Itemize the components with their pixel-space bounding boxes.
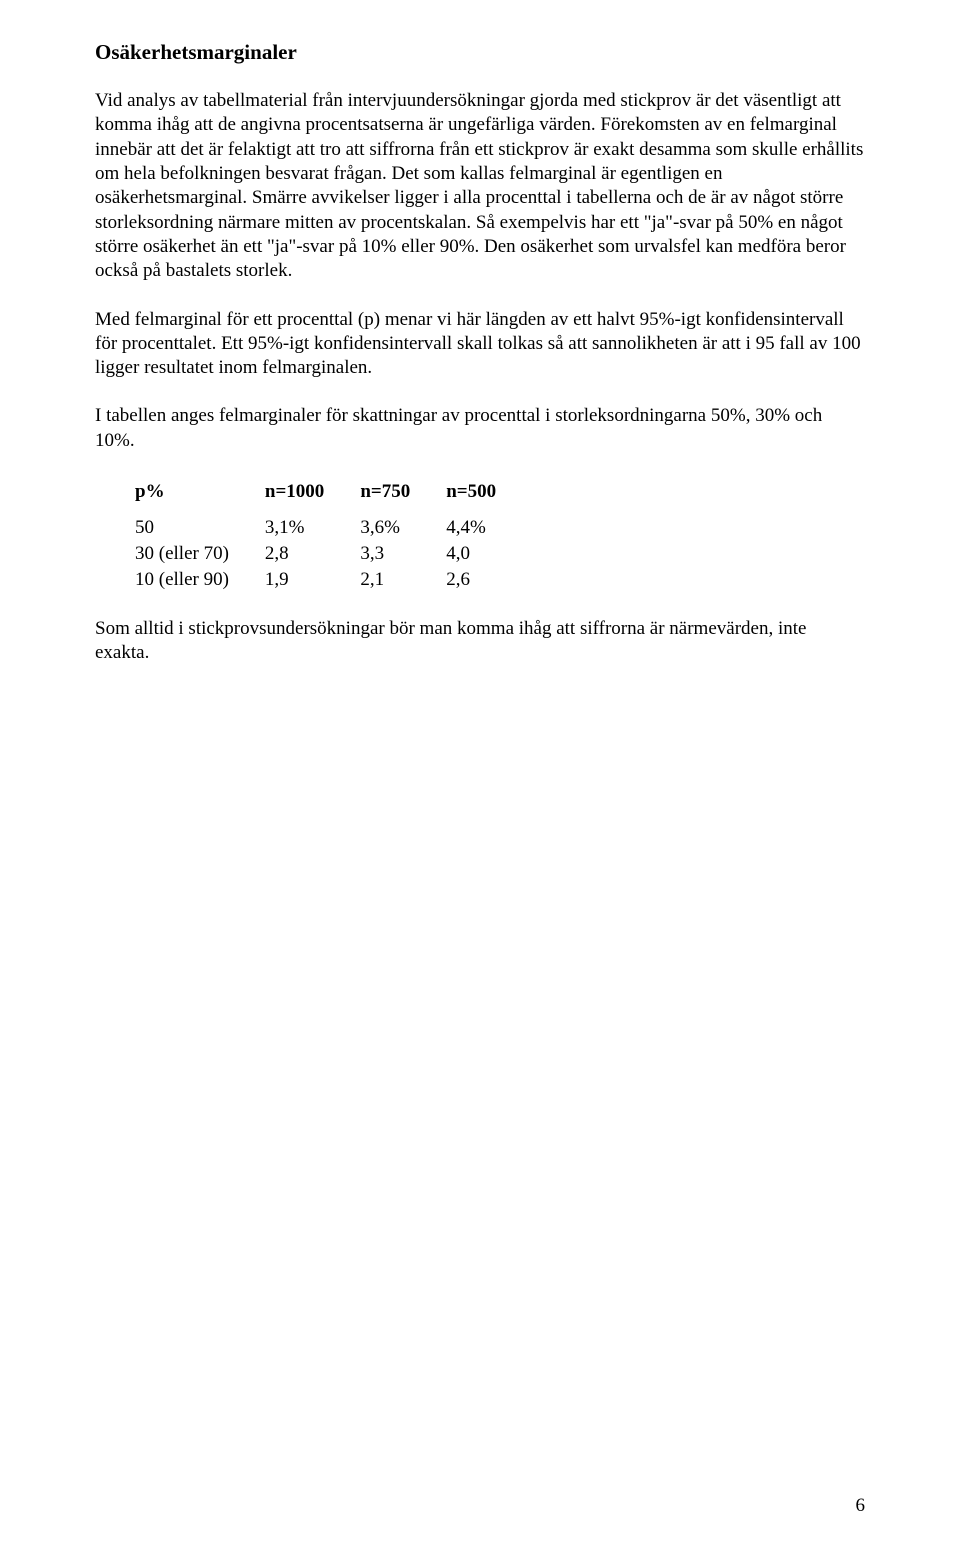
table-cell: 1,9: [265, 567, 360, 593]
table-cell: 2,6: [446, 567, 532, 593]
paragraph-2: Med felmarginal för ett procenttal (p) m…: [95, 308, 865, 381]
table-cell: 3,6%: [360, 515, 446, 541]
table-row: 10 (eller 90) 1,9 2,1 2,6: [135, 567, 532, 593]
table-cell: 2,1: [360, 567, 446, 593]
paragraph-3: I tabellen anges felmarginaler för skatt…: [95, 404, 865, 453]
table-header-row: p% n=1000 n=750 n=500: [135, 477, 532, 515]
table-cell: 3,1%: [265, 515, 360, 541]
table-header: n=1000: [265, 477, 360, 515]
table-cell: 10 (eller 90): [135, 567, 265, 593]
document-page: Osäkerhetsmarginaler Vid analys av tabel…: [0, 0, 960, 1547]
table-row: 50 3,1% 3,6% 4,4%: [135, 515, 532, 541]
page-heading: Osäkerhetsmarginaler: [95, 40, 865, 65]
table-header: n=500: [446, 477, 532, 515]
paragraph-4: Som alltid i stickprovsundersökningar bö…: [95, 617, 865, 666]
table-cell: 4,0: [446, 541, 532, 567]
table-cell: 3,3: [360, 541, 446, 567]
table-row: 30 (eller 70) 2,8 3,3 4,0: [135, 541, 532, 567]
table-cell: 50: [135, 515, 265, 541]
table-cell: 4,4%: [446, 515, 532, 541]
page-number: 6: [856, 1495, 866, 1517]
margin-table: p% n=1000 n=750 n=500 50 3,1% 3,6% 4,4% …: [135, 477, 532, 593]
table-cell: 30 (eller 70): [135, 541, 265, 567]
table-cell: 2,8: [265, 541, 360, 567]
table-header: p%: [135, 477, 265, 515]
paragraph-1: Vid analys av tabellmaterial från interv…: [95, 89, 865, 284]
table-header: n=750: [360, 477, 446, 515]
